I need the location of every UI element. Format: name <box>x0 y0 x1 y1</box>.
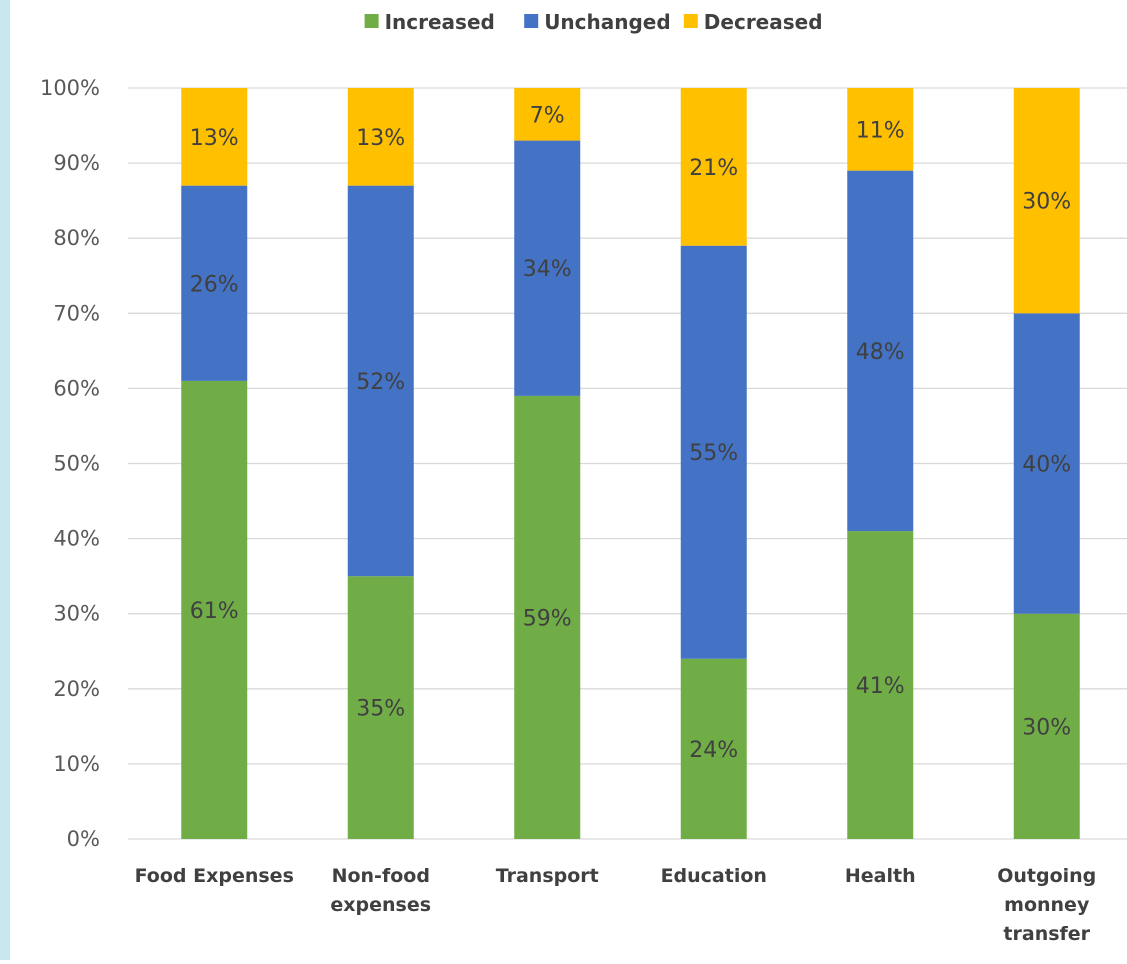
y-tick-100: 100% <box>40 76 100 100</box>
data-label-unchanged-food-expenses: 26% <box>190 272 239 297</box>
bar-unchanged-food-expenses <box>181 185 248 381</box>
x-category-transport: Transport <box>496 865 599 887</box>
legend-swatch-decreased <box>683 14 698 28</box>
y-tick-40: 40% <box>53 527 100 551</box>
bar-decreased-transport <box>514 88 581 141</box>
data-label-unchanged-outgoing-monney-transfer: 40% <box>1022 453 1071 478</box>
y-gridlines <box>128 87 1127 840</box>
bar-increased-education <box>680 658 747 839</box>
legend-swatch-unchanged <box>524 14 539 28</box>
legend-label-increased: Increased <box>385 10 495 34</box>
bar-increased-health <box>847 531 914 839</box>
legend-label-decreased: Decreased <box>704 10 823 34</box>
data-label-increased-outgoing-monney-transfer: 30% <box>1022 715 1071 740</box>
y-tick-0: 0% <box>67 827 100 851</box>
data-label-decreased-food-expenses: 13% <box>190 126 239 151</box>
x-category-education: Education <box>661 865 767 887</box>
x-axis-category-labels: Food Expenses Non-food expenses Transport Ed… <box>135 865 1097 945</box>
y-tick-20: 20% <box>53 677 100 701</box>
y-tick-70: 70% <box>53 301 100 325</box>
data-label-unchanged-non-food-expenses: 52% <box>356 370 405 395</box>
data-label-unchanged-transport: 34% <box>523 257 572 282</box>
bar-increased-non-food-expenses <box>347 576 414 839</box>
data-labels: 61% 26% 13% 35% 52% 13% 59% 34% 7% 24% 55% 21% 41% 48… <box>190 103 1071 763</box>
data-label-increased-education: 24% <box>689 738 738 763</box>
x-category-food-expenses: Food Expenses <box>135 865 294 887</box>
y-tick-60: 60% <box>53 376 100 400</box>
bars <box>181 88 1080 839</box>
x-category-non-food-expenses: Non-food expenses <box>330 865 431 916</box>
y-axis-tick-labels: 0% 10% 20% 30% 40% 50% 60% 70% 80% 90% 100% <box>40 76 100 851</box>
data-label-decreased-outgoing-monney-transfer: 30% <box>1022 190 1071 215</box>
y-tick-80: 80% <box>53 226 100 250</box>
bar-decreased-education <box>680 88 747 246</box>
y-tick-90: 90% <box>53 151 100 175</box>
bar-decreased-outgoing-monney-transfer <box>1013 88 1080 314</box>
data-label-decreased-non-food-expenses: 13% <box>356 126 405 151</box>
bar-unchanged-education <box>680 245 747 659</box>
bar-unchanged-health <box>847 170 914 532</box>
x-category-outgoing-monney-transfer: Outgoing monney transfer <box>997 865 1096 945</box>
x-category-health: Health <box>845 865 916 887</box>
data-label-decreased-transport: 7% <box>530 103 565 128</box>
data-label-unchanged-health: 48% <box>856 340 905 365</box>
data-label-increased-food-expenses: 61% <box>190 599 239 624</box>
bar-increased-transport <box>514 395 581 839</box>
bar-decreased-food-expenses <box>181 88 248 186</box>
legend-swatch-increased <box>364 14 379 28</box>
data-label-decreased-health: 11% <box>856 118 905 143</box>
data-label-increased-health: 41% <box>856 674 905 699</box>
bar-decreased-health <box>847 88 914 171</box>
bar-unchanged-non-food-expenses <box>347 185 414 577</box>
data-label-unchanged-education: 55% <box>689 441 738 466</box>
y-tick-10: 10% <box>53 752 100 776</box>
data-label-increased-non-food-expenses: 35% <box>356 697 405 722</box>
data-label-increased-transport: 59% <box>523 606 572 631</box>
legend-label-unchanged: Unchanged <box>544 10 671 34</box>
y-tick-50: 50% <box>53 452 100 476</box>
bar-increased-food-expenses <box>181 380 248 839</box>
data-label-decreased-education: 21% <box>689 156 738 181</box>
bar-decreased-non-food-expenses <box>347 88 414 186</box>
y-tick-30: 30% <box>53 602 100 626</box>
left-edge-strip <box>0 0 10 960</box>
bar-increased-outgoing-monney-transfer <box>1013 613 1080 839</box>
bar-unchanged-transport <box>514 140 581 396</box>
bar-unchanged-outgoing-monney-transfer <box>1013 313 1080 614</box>
legend: Increased Unchanged Decreased <box>364 10 823 34</box>
